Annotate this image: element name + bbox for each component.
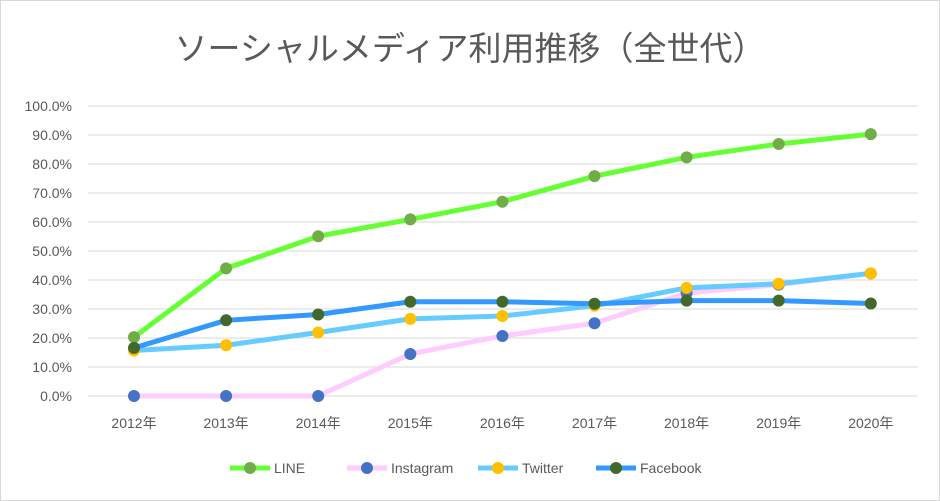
data-point-instagram	[220, 390, 233, 402]
data-point-facebook	[864, 297, 877, 310]
data-point-twitter	[220, 339, 233, 352]
y-tick-label: 50.0%	[32, 243, 72, 259]
data-point-line	[128, 331, 140, 344]
data-point-instagram	[312, 390, 325, 402]
legend-marker-instagram	[361, 462, 373, 474]
y-tick-label: 30.0%	[32, 301, 72, 317]
x-tick-label: 2012年	[111, 415, 156, 431]
legend-label-twitter: Twitter	[522, 460, 564, 476]
data-point-facebook	[404, 295, 417, 308]
data-point-facebook	[128, 341, 140, 354]
y-tick-label: 90.0%	[32, 127, 72, 143]
data-point-facebook	[220, 314, 233, 327]
data-point-line	[772, 137, 785, 150]
x-tick-label: 2016年	[480, 415, 525, 431]
data-point-twitter	[864, 267, 877, 280]
legend-marker-line	[244, 462, 256, 474]
x-tick-label: 2018年	[664, 415, 709, 431]
data-point-line	[404, 213, 417, 226]
data-point-twitter	[772, 277, 785, 290]
y-tick-label: 80.0%	[32, 156, 72, 172]
legend-label-line: LINE	[274, 460, 305, 476]
x-tick-label: 2020年	[848, 415, 893, 431]
legend-marker-facebook	[610, 462, 622, 474]
data-point-instagram	[496, 329, 509, 342]
data-point-facebook	[496, 295, 509, 308]
x-tick-label: 2017年	[572, 415, 617, 431]
data-point-facebook	[680, 294, 693, 307]
data-point-instagram	[588, 317, 601, 330]
data-point-line	[496, 195, 509, 208]
legend-label-facebook: Facebook	[640, 460, 702, 476]
data-point-instagram	[404, 347, 417, 360]
data-point-facebook	[312, 308, 325, 321]
data-point-line	[588, 170, 601, 183]
data-point-facebook	[772, 294, 785, 307]
y-tick-label: 0.0%	[40, 388, 72, 404]
y-tick-label: 10.0%	[32, 359, 72, 375]
data-point-line	[312, 230, 325, 243]
data-point-line	[864, 128, 877, 141]
data-point-line	[220, 262, 233, 275]
legend-label-instagram: Instagram	[391, 460, 453, 476]
x-tick-label: 2019年	[756, 415, 801, 431]
data-point-twitter	[404, 312, 417, 325]
x-tick-label: 2013年	[204, 415, 249, 431]
y-tick-label: 100.0%	[25, 98, 72, 114]
y-tick-label: 60.0%	[32, 214, 72, 230]
y-tick-label: 20.0%	[32, 330, 72, 346]
data-point-facebook	[588, 297, 601, 310]
data-point-twitter	[680, 281, 693, 294]
y-tick-label: 40.0%	[32, 272, 72, 288]
data-point-twitter	[496, 309, 509, 322]
legend-marker-twitter	[492, 462, 504, 474]
y-tick-label: 70.0%	[32, 185, 72, 201]
data-point-twitter	[312, 326, 325, 339]
chart-title: ソーシャルメディア利用推移（全世代）	[174, 29, 766, 68]
data-point-line	[680, 151, 693, 164]
data-point-instagram	[128, 390, 140, 402]
x-tick-label: 2014年	[296, 415, 341, 431]
x-tick-label: 2015年	[388, 415, 433, 431]
